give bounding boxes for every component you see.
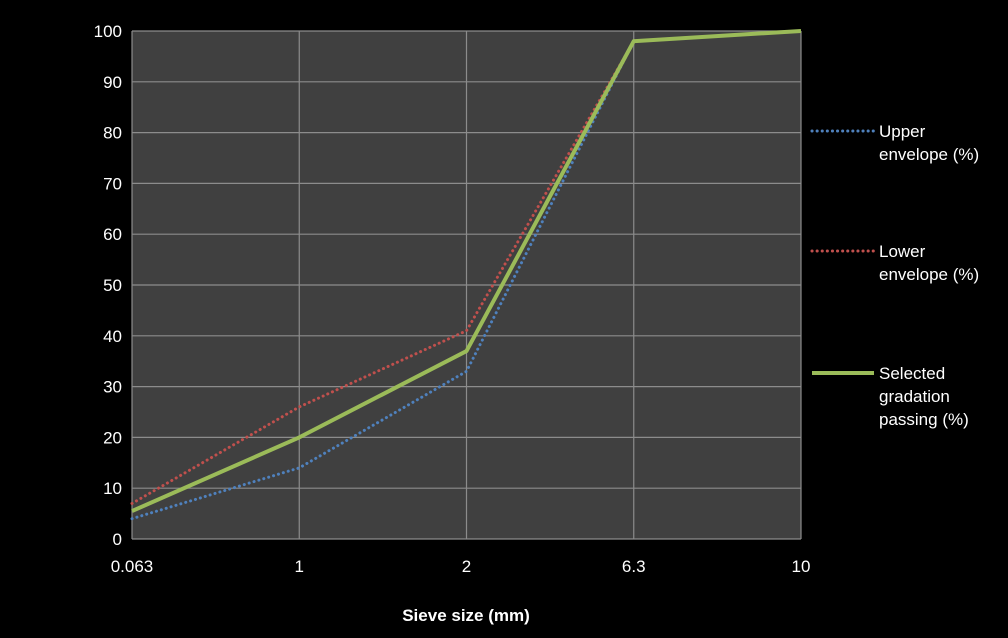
y-tick-label: 20: [103, 428, 122, 447]
series-line-1: [130, 29, 803, 505]
y-tick-label: 10: [103, 479, 122, 498]
y-tick-label: 70: [103, 174, 122, 193]
y-tick-label: 30: [103, 378, 122, 397]
legend-entry-2: Selected gradation passing (%): [812, 364, 969, 429]
y-axis-tick-labels: 0 10 20 30 40 50 60 70 80 90 100: [94, 22, 122, 549]
y-tick-label: 40: [103, 327, 122, 346]
legend: Upper envelope (%) Lower envelope (%) Select…: [810, 122, 979, 429]
x-axis-tick-labels: 0.063 1 2 6.3 10: [111, 557, 811, 576]
legend-label: envelope (%): [879, 145, 979, 164]
y-tick-label: 50: [103, 276, 122, 295]
x-tick-label: 2: [462, 557, 471, 576]
x-tick-label: 1: [295, 557, 304, 576]
series-line-2: [131, 29, 802, 513]
y-tick-label: 100: [94, 22, 122, 41]
legend-label: envelope (%): [879, 265, 979, 284]
x-tick-label: 10: [792, 557, 811, 576]
series-lines: [130, 29, 803, 521]
legend-label: Selected: [879, 364, 945, 383]
legend-label: gradation: [879, 387, 950, 406]
y-tick-label: 0: [113, 530, 122, 549]
y-tick-label: 60: [103, 225, 122, 244]
x-axis-title: Sieve size (mm): [402, 606, 530, 625]
x-tick-label: 0.063: [111, 557, 154, 576]
y-tick-label: 90: [103, 73, 122, 92]
legend-label: Upper: [879, 122, 926, 141]
x-tick-label: 6.3: [622, 557, 646, 576]
gridlines: [131, 30, 802, 540]
legend-label: passing (%): [879, 410, 969, 429]
legend-entry-0: Upper envelope (%): [810, 122, 979, 164]
series-line-0: [130, 29, 803, 521]
y-tick-label: 80: [103, 124, 122, 143]
legend-entry-1: Lower envelope (%): [810, 242, 979, 284]
legend-label: Lower: [879, 242, 926, 261]
